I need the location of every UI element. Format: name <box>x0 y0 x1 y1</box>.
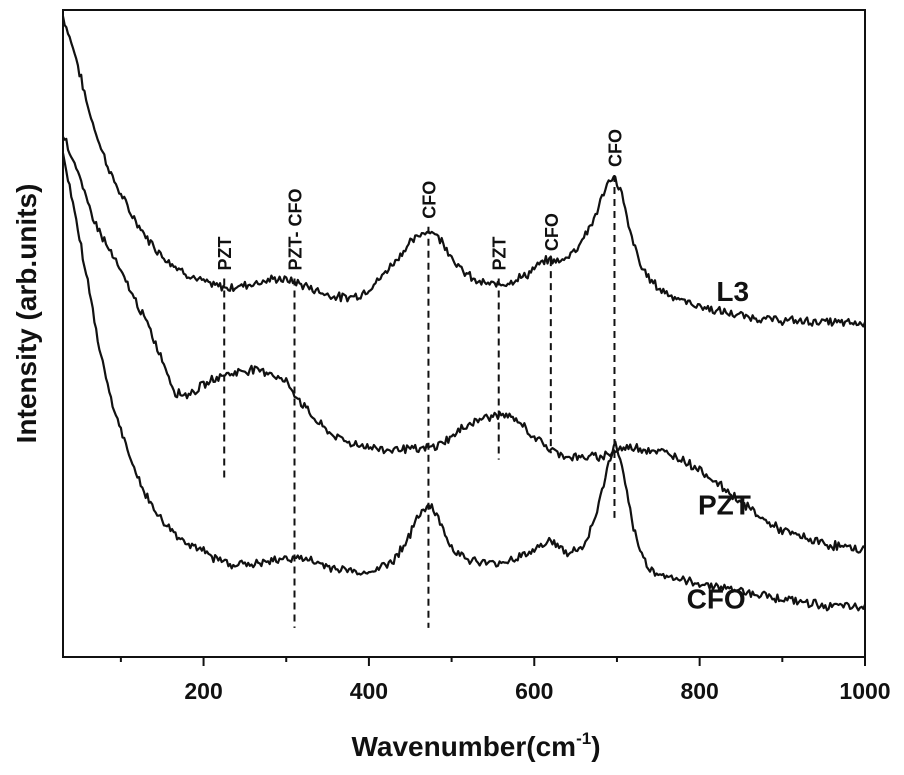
peak-label: PZT <box>490 237 510 271</box>
series-line-l3 <box>61 16 867 328</box>
annotation-layer: PZT PZT- CFO CFO PZT CFO CFO <box>215 129 625 628</box>
peak-label: PZT <box>215 237 235 271</box>
series-layer: L3 PZT CFO <box>61 16 867 614</box>
plot-border <box>62 9 866 658</box>
peak-label: CFO <box>605 129 625 167</box>
x-axis-title-close: ) <box>591 731 600 762</box>
series-label-pzt: PZT <box>698 490 751 521</box>
x-axis-title-superscript: -1 <box>576 729 591 748</box>
peak-label: CFO <box>419 181 439 219</box>
series-line-cfo <box>61 152 867 612</box>
plot-frame <box>62 9 866 658</box>
x-tick-label: 400 <box>350 678 388 704</box>
x-tick-label: 800 <box>680 678 718 704</box>
x-axis: 200 400 600 800 1000 <box>119 657 891 704</box>
x-axis-title: Wavenumber(cm-1) <box>351 729 600 762</box>
series-line-pzt <box>62 136 866 554</box>
peak-label: CFO <box>542 213 562 251</box>
y-axis-title: Intensity (arb.units) <box>11 184 42 444</box>
series-label-cfo: CFO <box>687 583 746 614</box>
x-tick-label: 1000 <box>839 678 890 704</box>
x-tick-label: 200 <box>184 678 222 704</box>
peak-label: PZT- CFO <box>286 189 306 271</box>
series-label-l3: L3 <box>716 276 749 307</box>
x-tick-label: 600 <box>515 678 553 704</box>
x-axis-title-main: Wavenumber(cm <box>351 731 576 762</box>
